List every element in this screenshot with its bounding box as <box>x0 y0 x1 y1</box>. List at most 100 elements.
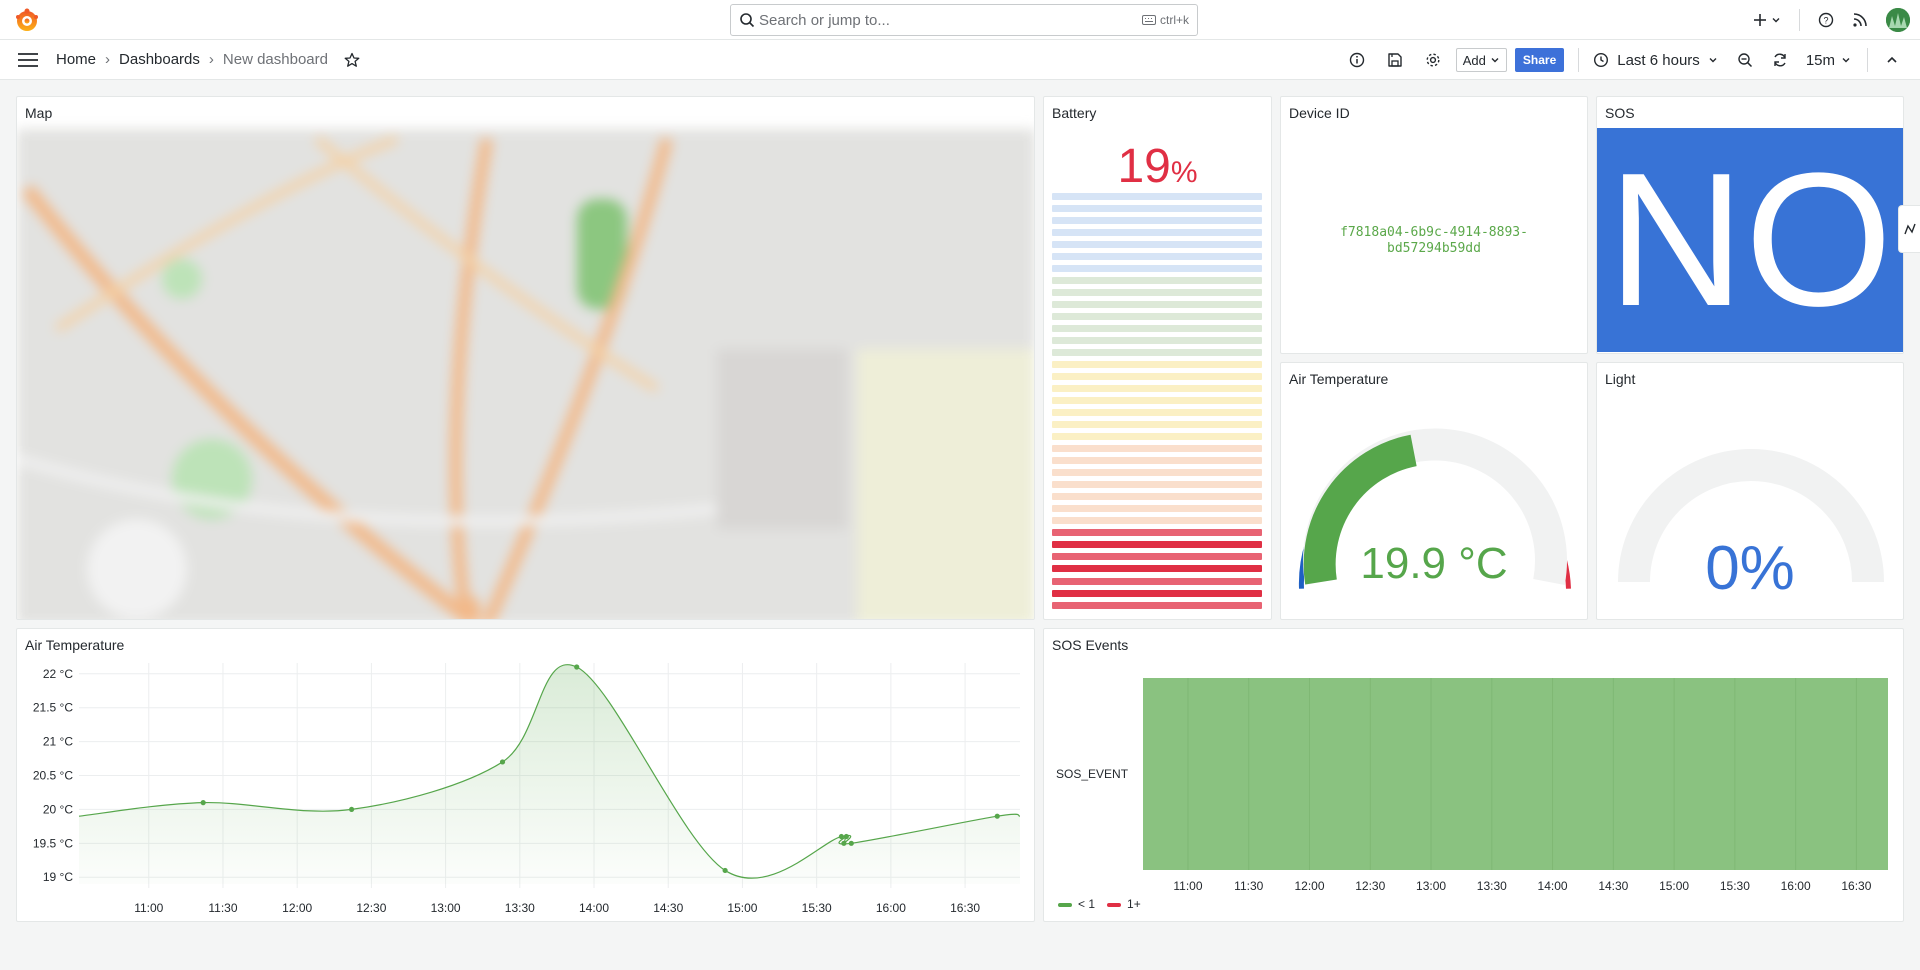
chevron-down-icon <box>1772 18 1780 23</box>
battery-bar-gauge <box>1052 193 1262 609</box>
x-tick-label: 15:30 <box>1720 879 1750 893</box>
x-tick-label: 12:00 <box>282 901 312 915</box>
time-range-label: Last 6 hours <box>1617 51 1700 69</box>
zoom-out-button[interactable] <box>1737 52 1753 68</box>
panel-title: Map <box>25 105 53 121</box>
air-temperature-gauge-panel[interactable]: Air Temperature 19.9 °C <box>1280 362 1588 620</box>
data-point <box>838 833 844 840</box>
add-button-label: Add <box>1462 52 1486 68</box>
dashboard-info-button[interactable] <box>1349 52 1365 68</box>
x-tick-label: 15:30 <box>802 901 832 915</box>
battery-segment <box>1052 337 1262 345</box>
search-input[interactable]: Search or jump to... ctrl+k <box>730 4 1198 36</box>
air-temperature-line-chart[interactable]: 19 °C 19.5 °C 20 °C 20.5 °C 21 °C 21.5 °C 22 °… <box>17 629 1035 922</box>
divider <box>1867 48 1868 72</box>
panel-title: Device ID <box>1289 105 1350 121</box>
map-panel[interactable]: Map <box>16 96 1035 620</box>
battery-segment <box>1052 553 1262 561</box>
refresh-picker[interactable]: 15m <box>1772 52 1851 69</box>
map-canvas[interactable] <box>17 129 1034 619</box>
save-icon <box>1388 53 1402 67</box>
dashboard-settings-button[interactable] <box>1425 52 1441 68</box>
battery-segment <box>1052 601 1262 609</box>
star-icon[interactable] <box>344 52 360 68</box>
x-tick-label: 15:00 <box>1659 879 1689 893</box>
battery-segment <box>1052 361 1262 369</box>
y-tick-label: 22 °C <box>43 667 73 681</box>
breadcrumb: Home › Dashboards › New dashboard <box>56 51 360 68</box>
state-bar <box>1143 678 1888 870</box>
legend-item[interactable]: < 1 <box>1058 897 1095 911</box>
legend-label: 1+ <box>1127 897 1141 911</box>
x-tick-label: 13:30 <box>505 901 535 915</box>
data-point <box>349 806 355 813</box>
search-shortcut: ctrl+k <box>1141 13 1189 27</box>
battery-segment <box>1052 493 1262 501</box>
grafana-logo-icon[interactable] <box>14 8 40 34</box>
refresh-icon[interactable] <box>1772 52 1788 68</box>
y-tick-label: 19.5 °C <box>33 836 73 850</box>
save-dashboard-button[interactable] <box>1387 52 1403 68</box>
menu-icon[interactable] <box>18 52 38 68</box>
sos-state-timeline[interactable]: 11:00 11:30 12:00 12:30 13:00 13:30 14:00 14:30… <box>1044 629 1904 922</box>
search-icon <box>740 13 755 28</box>
battery-segment <box>1052 277 1262 285</box>
data-point <box>994 813 1000 819</box>
panel-edit-tab[interactable] <box>1898 205 1920 253</box>
x-tick-label: 16:30 <box>950 901 980 915</box>
news-feed-icon[interactable] <box>1852 12 1868 28</box>
x-tick-label: 13:30 <box>1477 879 1507 893</box>
x-tick-label: 11:00 <box>1173 879 1202 893</box>
user-avatar[interactable] <box>1886 8 1910 32</box>
panel-title: Battery <box>1052 105 1097 121</box>
info-icon <box>1349 52 1364 68</box>
battery-panel[interactable]: Battery 19% <box>1043 96 1272 620</box>
breadcrumb-home[interactable]: Home <box>56 51 97 68</box>
collapse-button[interactable] <box>1885 53 1899 67</box>
x-tick-label: 14:30 <box>653 901 683 915</box>
new-menu-button[interactable] <box>1753 13 1781 27</box>
add-button[interactable]: Add <box>1455 48 1507 72</box>
data-point <box>843 833 849 840</box>
x-tick-label: 12:30 <box>1355 879 1385 893</box>
x-tick-label: 11:00 <box>134 901 163 915</box>
row-label: SOS_EVENT <box>1056 767 1129 781</box>
dashboard-nav-bar: Home › Dashboards › New dashboard Add Sh… <box>0 40 1920 80</box>
battery-segment <box>1052 541 1262 549</box>
battery-segment <box>1052 289 1262 297</box>
share-button[interactable]: Share <box>1514 48 1565 72</box>
battery-segment <box>1052 241 1262 249</box>
edit-icon <box>1904 223 1916 235</box>
time-range-picker[interactable]: Last 6 hours <box>1593 52 1718 69</box>
breadcrumb-dashboards[interactable]: Dashboards <box>119 51 200 68</box>
y-tick-label: 20 °C <box>43 802 73 816</box>
data-point <box>848 840 854 846</box>
air-temperature-chart-panel[interactable]: Air Temperature 19 °C 19.5 °C 20 °C 20.5 °C… <box>16 628 1035 922</box>
divider <box>1799 9 1800 31</box>
gauge-track <box>1618 449 1884 583</box>
y-tick-label: 20.5 °C <box>33 769 73 783</box>
sos-events-panel[interactable]: SOS Events 11:00 11:30 12:00 12:30 13:00 13:3… <box>1043 628 1904 922</box>
sos-panel[interactable]: SOS NO <box>1596 96 1904 354</box>
help-icon[interactable]: ? <box>1818 12 1834 28</box>
plus-icon <box>1754 14 1766 26</box>
chevron-down-icon <box>1491 58 1499 63</box>
battery-segment <box>1052 409 1262 417</box>
x-tick-label: 14:30 <box>1598 879 1628 893</box>
battery-segment <box>1052 589 1262 597</box>
battery-segment <box>1052 433 1262 441</box>
legend-item[interactable]: 1+ <box>1107 897 1141 911</box>
data-point <box>722 867 728 874</box>
device-id-panel[interactable]: Device ID f7818a04-6b9c-4914-8893- bd572… <box>1280 96 1588 354</box>
x-tick-label: 16:00 <box>876 901 906 915</box>
battery-segment <box>1052 445 1262 453</box>
sos-status-value: NO <box>1597 128 1903 352</box>
battery-segment <box>1052 517 1262 525</box>
battery-segment <box>1052 217 1262 225</box>
device-id-line: f7818a04-6b9c-4914-8893- <box>1340 225 1528 240</box>
battery-segment <box>1052 565 1262 573</box>
light-gauge-panel[interactable]: Light 0% <box>1596 362 1904 620</box>
light-gauge <box>1618 449 1884 583</box>
gauge-value: 0% <box>1705 534 1795 603</box>
panel-title: SOS <box>1605 105 1635 121</box>
